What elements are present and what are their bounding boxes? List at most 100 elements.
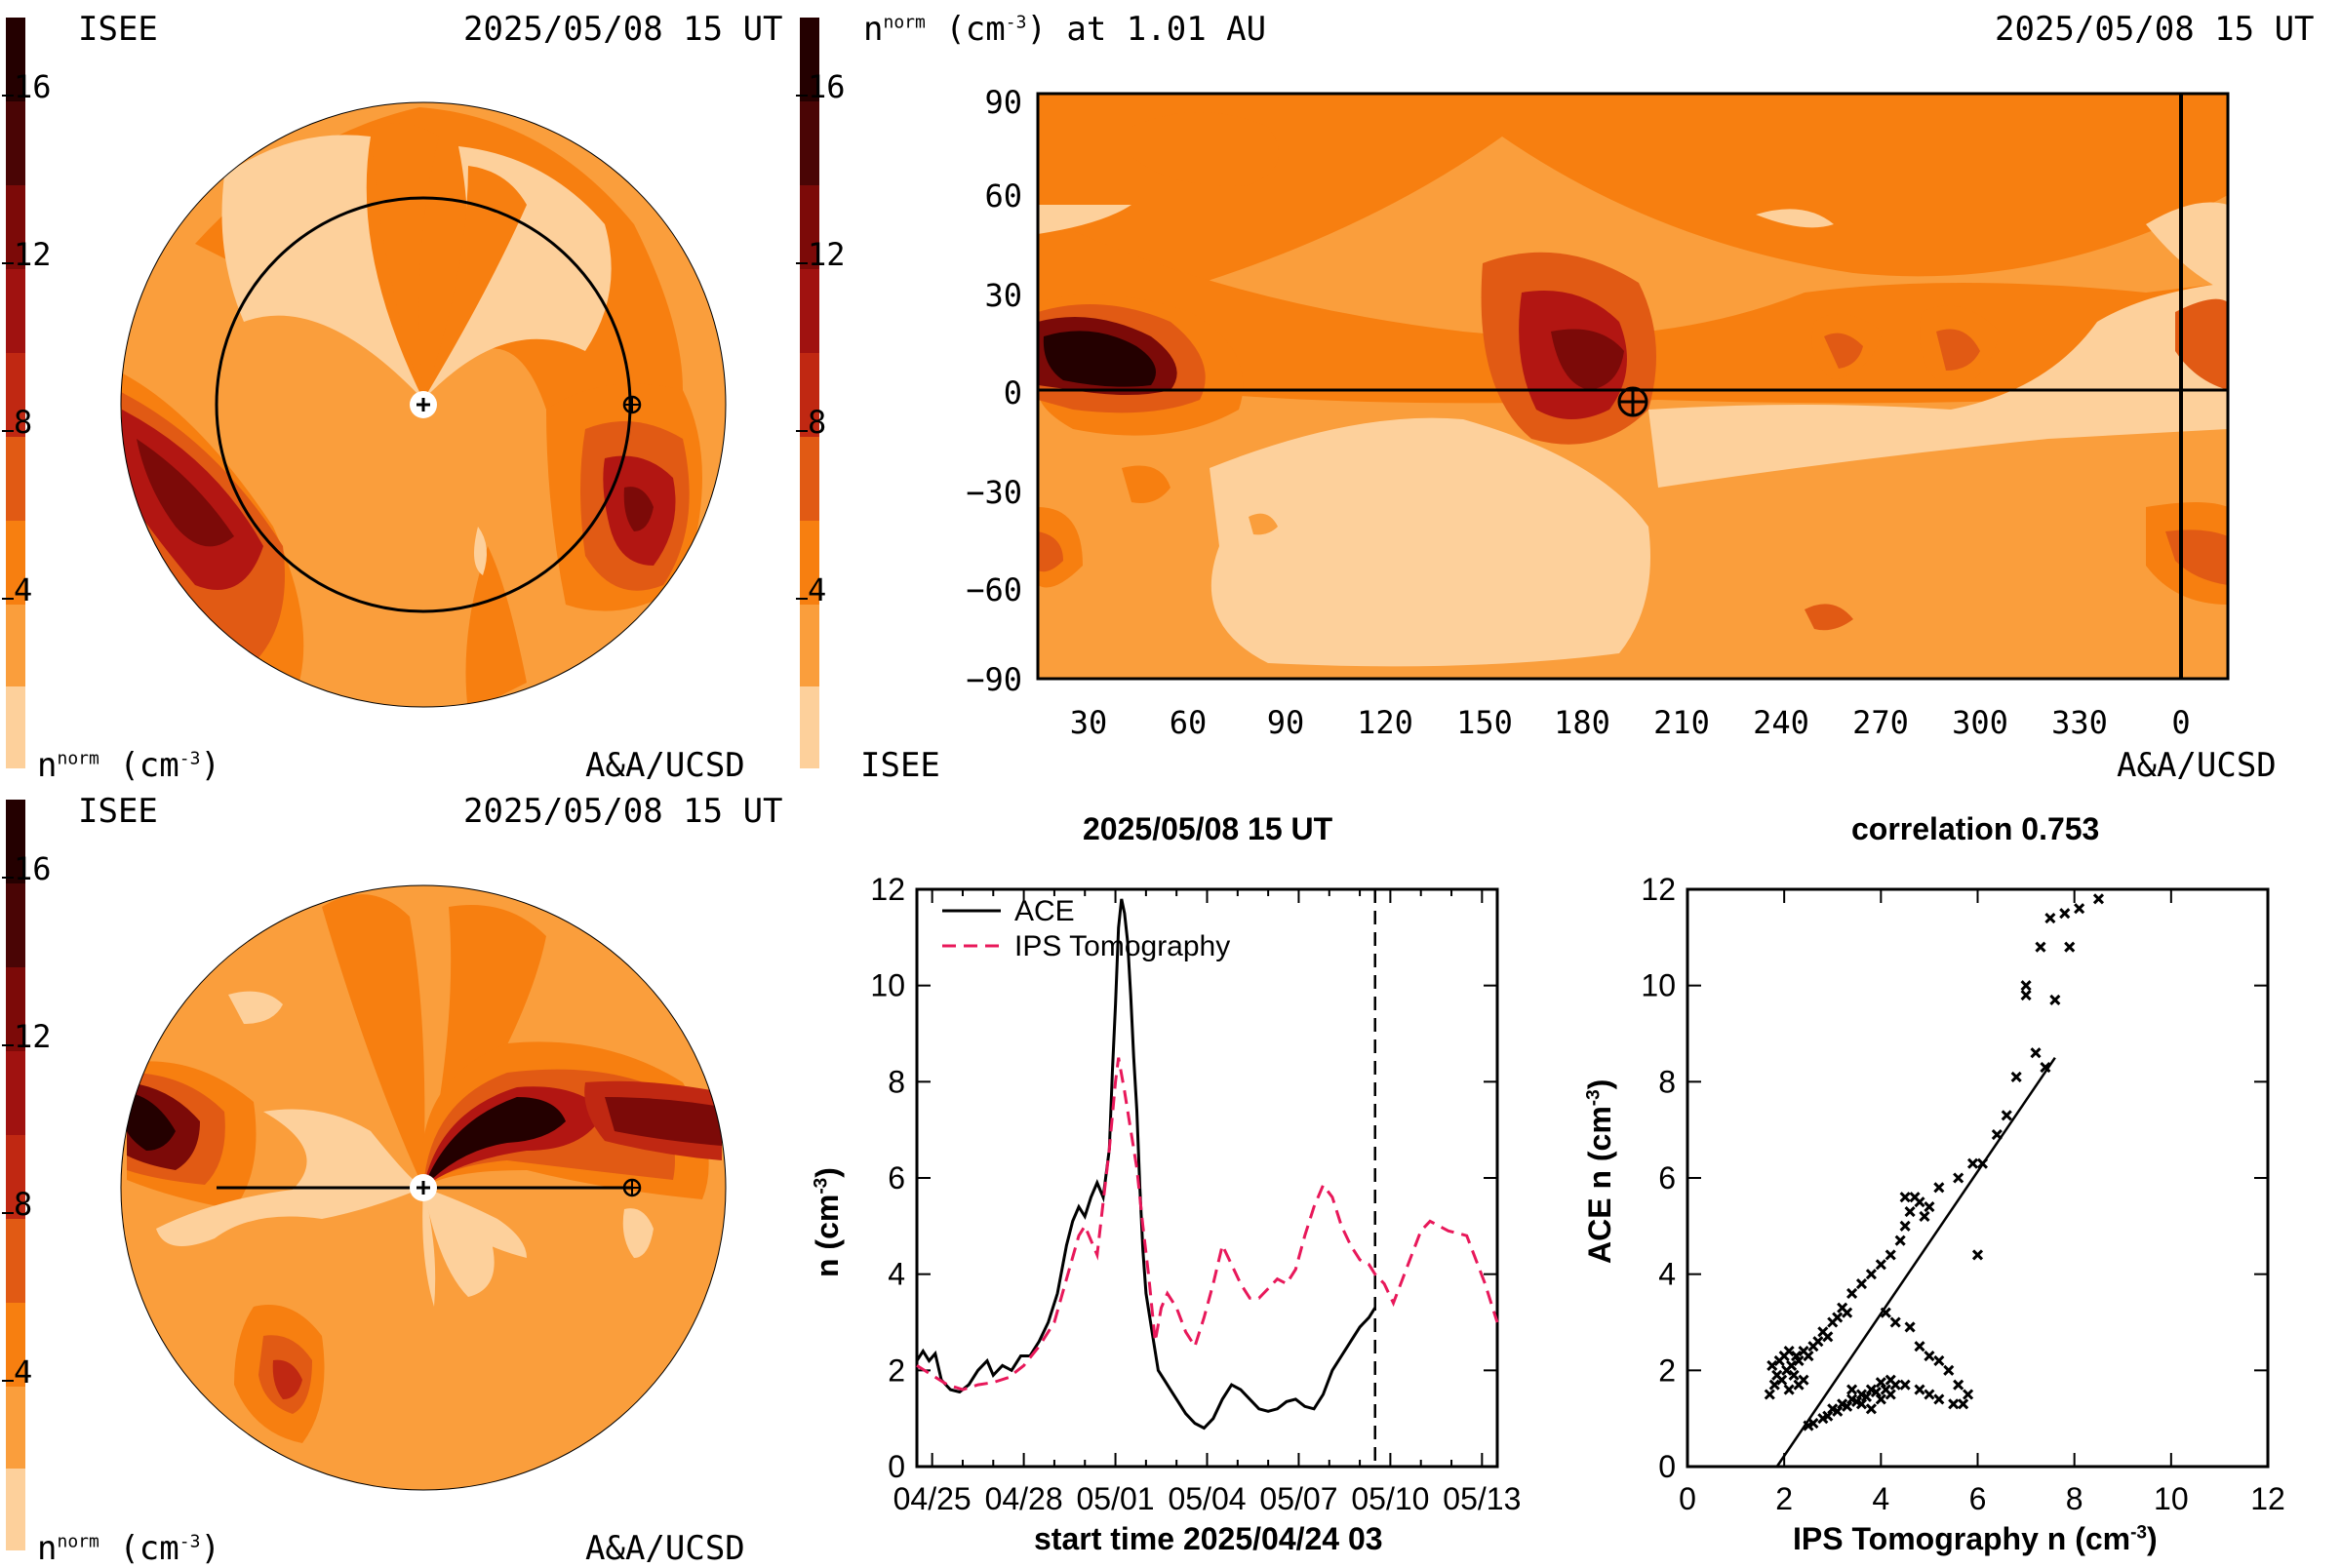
scatter-point: [2010, 1071, 2022, 1082]
scatter-point: [1776, 1374, 1788, 1386]
timeseries-xlabel: start time 2025/04/24 03: [1034, 1521, 1383, 1556]
x-tick-label: 240: [1753, 704, 1809, 741]
scatter-point: [1803, 1350, 1814, 1362]
scatter-xlabel: IPS Tomography n (cm-3): [1793, 1521, 2158, 1556]
timeseries-title: 2025/05/08 15 UT: [1083, 811, 1333, 846]
colorbar-tick: [2, 1044, 14, 1046]
x-tick-label: 10: [2154, 1481, 2189, 1516]
scatter-point: [1904, 1205, 1916, 1218]
scatter-point: [1855, 1398, 1868, 1410]
scatter-point: [1842, 1307, 1853, 1318]
scatter-point: [1885, 1249, 1896, 1261]
colorbar-label-16: 16: [14, 850, 52, 887]
scatter-point: [1991, 1129, 2003, 1141]
x-tick-label: 8: [2066, 1481, 2083, 1516]
colorbar-tick: [2, 430, 14, 432]
x-tick-label: 05/04: [1168, 1481, 1246, 1516]
colorbar-tick: [796, 598, 808, 600]
scatter-point: [1899, 1220, 1911, 1232]
x-tick-label: 04/25: [893, 1481, 972, 1516]
x-tick-label: 150: [1456, 704, 1513, 741]
scatter-point: [2040, 1061, 2051, 1074]
scatter-point: [1793, 1354, 1805, 1367]
y-tick-label: 0: [1003, 374, 1022, 412]
credit: A&A/UCSD: [2117, 746, 2277, 785]
scatter-point: [1924, 1201, 1935, 1213]
colorbar-tick: [2, 1380, 14, 1382]
scatter-point: [1914, 1341, 1925, 1352]
colorbar-tick: [2, 598, 14, 600]
colorbar-top-left: [6, 18, 25, 768]
panel-source-label: ISEE: [860, 746, 940, 785]
scatter-point: [1958, 1398, 1969, 1410]
scatter-point: [1953, 1379, 1964, 1391]
y-tick-label: 6: [1658, 1160, 1676, 1196]
x-tick-label: 60: [1169, 704, 1208, 741]
panel-source-label: ISEE: [78, 792, 158, 831]
colorbar-synoptic: [800, 18, 819, 768]
scatter-point: [1933, 1393, 1945, 1405]
scatter-point: [1788, 1369, 1800, 1381]
scatter-point: [1899, 1192, 1911, 1203]
y-tick-label: 12: [870, 872, 905, 907]
y-tick-label: 10: [1641, 968, 1676, 1003]
x-tick-label: 30: [1069, 704, 1108, 741]
scatter-point: [1870, 1386, 1882, 1398]
scatter-point: [1812, 1336, 1824, 1348]
y-tick-label: 2: [1658, 1352, 1676, 1388]
credit: A&A/UCSD: [585, 746, 745, 785]
panel-date: 2025/05/08 15 UT: [463, 10, 783, 49]
y-tick-label: 30: [984, 277, 1022, 314]
scatter-point: [1976, 1157, 1989, 1169]
scatter-point: [1846, 1384, 1858, 1395]
scatter-point: [1943, 1364, 1955, 1376]
scatter-point: [1783, 1384, 1795, 1395]
series-ace-line: [915, 898, 1376, 1431]
x-tick-label: 210: [1653, 704, 1710, 741]
scatter-point: [1914, 1384, 1925, 1395]
x-tick-label: 12: [2250, 1481, 2285, 1516]
colorbar-tick: [2, 262, 14, 264]
scatter-point: [2049, 994, 2061, 1006]
scatter-point: [2030, 1047, 2042, 1059]
colorbar-label-4: 4: [808, 571, 827, 608]
x-tick-label: 330: [2051, 704, 2108, 741]
scatter-point: [1846, 1287, 1858, 1299]
scatter-point: [1832, 1405, 1844, 1417]
scatter-point: [1842, 1400, 1853, 1412]
y-tick-label: 8: [888, 1064, 905, 1099]
colorbar-tick: [796, 95, 808, 97]
fit-line: [1775, 1056, 2056, 1468]
colorbar-label-12: 12: [14, 236, 52, 273]
scatter-point: [2044, 913, 2056, 924]
scatter-point: [1855, 1277, 1868, 1290]
legend-ips-label: IPS Tomography: [1014, 930, 1230, 962]
timeseries-frame: [915, 887, 1499, 1469]
scatter-point: [2092, 893, 2105, 905]
scatter-point: [1899, 1379, 1911, 1391]
y-tick-label: 0: [888, 1449, 905, 1484]
scatter-point: [1822, 1410, 1834, 1422]
scatter-point: [1786, 1359, 1798, 1371]
scatter-point: [1768, 1379, 1780, 1391]
panel-date: 2025/05/08 15 UT: [463, 792, 783, 831]
y-tick-label: −30: [966, 474, 1022, 511]
colorbar-label-8: 8: [14, 1186, 33, 1223]
colorbar-tick: [796, 430, 808, 432]
x-tick-label: 05/10: [1351, 1481, 1429, 1516]
scatter-point: [1933, 1354, 1945, 1367]
scatter-point: [1885, 1389, 1896, 1400]
synoptic-title: nnorm (cm-3) at 1.01 AU: [863, 10, 1267, 49]
scatter-point: [1764, 1389, 1775, 1400]
scatter-point: [1953, 1172, 1964, 1184]
y-tick-label: 10: [870, 968, 905, 1003]
scatter-point: [1966, 1157, 1979, 1169]
x-tick-label: 300: [1952, 704, 2008, 741]
y-tick-label: 8: [1658, 1064, 1676, 1099]
y-tick-label: 90: [984, 84, 1022, 121]
